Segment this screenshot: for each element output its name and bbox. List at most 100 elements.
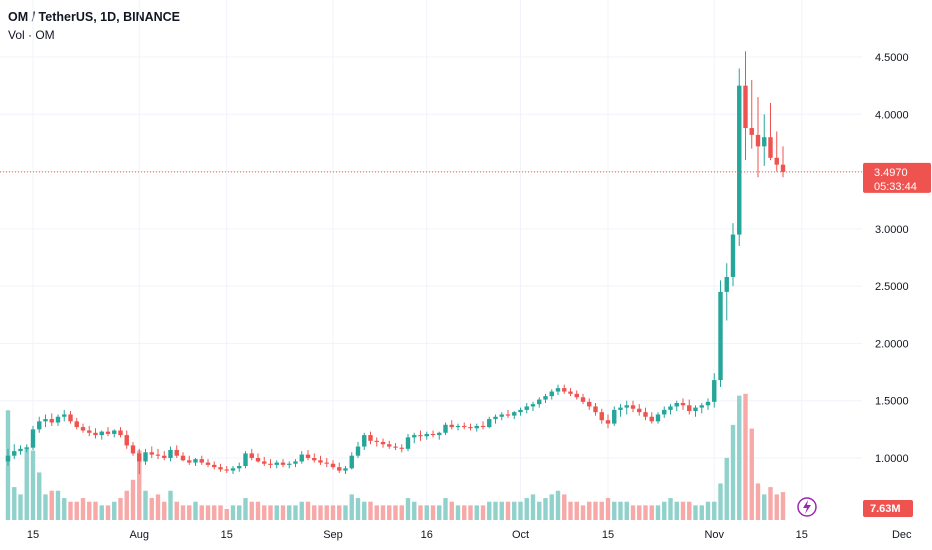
volume-bar bbox=[105, 505, 111, 520]
candle bbox=[737, 68, 742, 247]
candle bbox=[49, 413, 54, 426]
volume-bar bbox=[755, 483, 761, 520]
volume-bars bbox=[5, 393, 786, 520]
x-tick-label: Dec bbox=[892, 529, 912, 541]
candle bbox=[493, 414, 498, 424]
volume-bar bbox=[137, 450, 142, 520]
candle bbox=[643, 407, 648, 421]
candle bbox=[530, 401, 536, 412]
volume-bar bbox=[218, 505, 223, 520]
candle bbox=[487, 416, 492, 429]
x-tick-label: Sep bbox=[323, 529, 343, 541]
candle bbox=[80, 423, 86, 433]
candle bbox=[537, 397, 542, 408]
volume-bar bbox=[468, 505, 473, 520]
volume-bar bbox=[462, 505, 467, 520]
volume-bar bbox=[430, 505, 436, 520]
volume-bar bbox=[62, 498, 67, 520]
candle bbox=[649, 412, 654, 424]
candle bbox=[768, 102, 773, 161]
candle bbox=[699, 403, 704, 414]
volume-bar bbox=[699, 505, 704, 520]
candle bbox=[580, 393, 586, 405]
candle bbox=[249, 448, 254, 461]
volume-bar bbox=[705, 501, 711, 520]
y-tick-label: 2.0000 bbox=[875, 338, 909, 350]
candle bbox=[605, 414, 611, 429]
price-axis[interactable]: 4.50004.00003.50003.00002.50002.00001.50… bbox=[875, 52, 909, 465]
volume-bar bbox=[718, 483, 723, 520]
volume-bar bbox=[299, 501, 304, 520]
time-axis[interactable]: 15 Aug 15 Sep 16 Oct 15 Nov 15 Dec bbox=[27, 529, 912, 541]
candle bbox=[512, 411, 517, 420]
last-volume-label: 7.63M bbox=[870, 503, 901, 515]
candle bbox=[193, 458, 198, 467]
volume-bar bbox=[112, 501, 117, 520]
candle bbox=[718, 280, 723, 387]
volume-bar bbox=[287, 505, 292, 520]
candle bbox=[505, 409, 511, 418]
candle bbox=[687, 399, 692, 415]
volume-bar bbox=[187, 505, 192, 520]
last-price-label: 3.4970 bbox=[874, 167, 908, 179]
candle bbox=[624, 400, 629, 415]
candle bbox=[449, 420, 454, 430]
volume-bar bbox=[305, 501, 311, 520]
axis-badges: 3.4970 05:33:44 7.63M bbox=[797, 162, 931, 517]
candle bbox=[712, 373, 717, 408]
volume-bar bbox=[537, 501, 542, 520]
candle bbox=[199, 455, 204, 465]
candle bbox=[124, 430, 129, 449]
volume-bar bbox=[512, 501, 517, 520]
x-tick-label: Oct bbox=[512, 529, 529, 541]
volume-bar bbox=[249, 501, 254, 520]
candle bbox=[74, 417, 79, 430]
candle bbox=[62, 409, 67, 422]
candle bbox=[549, 389, 554, 400]
y-tick-label: 1.0000 bbox=[875, 453, 909, 465]
candle bbox=[568, 388, 573, 397]
volume-bar bbox=[368, 501, 373, 520]
volume-bar bbox=[149, 498, 154, 520]
volume-bar bbox=[399, 505, 404, 520]
candle bbox=[755, 97, 761, 178]
candle bbox=[230, 466, 236, 475]
candle bbox=[274, 460, 279, 469]
volume-bar bbox=[630, 505, 636, 520]
candle bbox=[37, 416, 42, 433]
volume-bar bbox=[643, 505, 648, 520]
candle bbox=[655, 412, 661, 424]
candle bbox=[480, 421, 486, 430]
chart-title: OM / TetherUS, 1D, BINANCE bbox=[8, 10, 181, 24]
candle bbox=[30, 425, 36, 450]
volume-bar bbox=[93, 501, 98, 520]
volume-bar bbox=[637, 505, 642, 520]
candle bbox=[24, 444, 29, 453]
candle bbox=[555, 384, 561, 395]
volume-bar bbox=[768, 487, 773, 520]
volume-bar bbox=[587, 501, 592, 520]
volume-legend-label: Vol · OM bbox=[8, 28, 55, 42]
candle bbox=[618, 404, 623, 417]
volume-bar bbox=[543, 498, 548, 520]
x-tick-label: 15 bbox=[221, 529, 233, 541]
volume-bar bbox=[737, 395, 742, 520]
lightning-icon[interactable] bbox=[797, 497, 817, 517]
volume-bar bbox=[499, 501, 504, 520]
volume-bar bbox=[505, 501, 511, 520]
candle bbox=[399, 444, 404, 453]
volume-bar bbox=[293, 505, 298, 520]
candle bbox=[743, 51, 748, 161]
candle bbox=[499, 412, 504, 421]
x-tick-label: Aug bbox=[129, 529, 149, 541]
volume-bar bbox=[487, 501, 492, 520]
candle bbox=[318, 455, 323, 465]
volume-bar bbox=[393, 505, 398, 520]
x-tick-label: 16 bbox=[421, 529, 433, 541]
candle bbox=[255, 453, 261, 463]
candle bbox=[305, 449, 311, 461]
volume-bar bbox=[380, 505, 386, 520]
volume-bar bbox=[568, 501, 573, 520]
candle bbox=[293, 459, 298, 468]
